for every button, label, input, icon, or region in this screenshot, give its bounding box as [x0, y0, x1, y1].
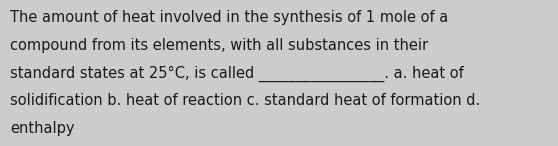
Text: solidification b. heat of reaction c. standard heat of formation d.: solidification b. heat of reaction c. st… — [10, 93, 480, 108]
Text: The amount of heat involved in the synthesis of 1 mole of a: The amount of heat involved in the synth… — [10, 10, 448, 25]
Text: enthalpy: enthalpy — [10, 121, 75, 136]
Text: standard states at 25°C, is called _________________. a. heat of: standard states at 25°C, is called _____… — [10, 66, 464, 82]
Text: compound from its elements, with all substances in their: compound from its elements, with all sub… — [10, 38, 428, 53]
